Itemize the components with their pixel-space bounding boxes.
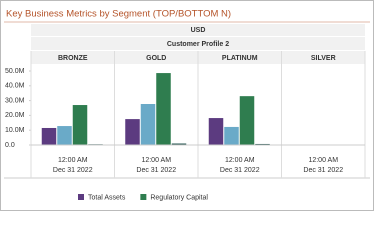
x-tick-label: 12:00 AM: [308, 157, 338, 164]
bar: [57, 126, 72, 145]
segment-label: BRONZE: [58, 55, 88, 62]
segment-label: GOLD: [146, 55, 166, 62]
x-tick-label: Dec 31 2022: [303, 167, 343, 174]
currency-header: USD: [191, 27, 206, 34]
bar: [239, 96, 255, 145]
x-tick-label: 12:00 AM: [225, 157, 255, 164]
chart-title: Key Business Metrics by Segment (TOP/BOT…: [6, 9, 231, 20]
x-tick-label: Dec 31 2022: [136, 167, 176, 174]
legend-label: Total Assets: [88, 194, 126, 201]
y-tick-label: 10.0M: [5, 127, 25, 134]
x-tick-label: 12:00 AM: [141, 157, 171, 164]
group-header: Customer Profile 2: [167, 41, 229, 48]
legend-swatch: [78, 194, 84, 200]
y-tick-label: 0.0: [5, 142, 15, 149]
x-tick-label: 12:00 AM: [58, 157, 88, 164]
x-tick-label: Dec 31 2022: [220, 167, 260, 174]
segment-label: PLATINUM: [222, 55, 258, 62]
y-tick-label: 20.0M: [5, 112, 25, 119]
y-tick-label: 40.0M: [5, 83, 25, 90]
y-tick-label: 30.0M: [5, 97, 25, 104]
header-band: [31, 37, 365, 50]
segment-label: SILVER: [311, 55, 336, 62]
legend-swatch: [140, 194, 147, 200]
chart: Key Business Metrics by Segment (TOP/BOT…: [0, 0, 374, 211]
bar: [171, 143, 187, 145]
header-band: [31, 24, 365, 36]
bar: [125, 119, 140, 145]
bar: [41, 127, 57, 145]
bar: [156, 73, 171, 145]
bar: [140, 104, 156, 145]
x-tick-label: Dec 31 2022: [53, 167, 93, 174]
y-tick-label: 50.0M: [5, 68, 25, 75]
bar: [224, 126, 239, 145]
bar: [255, 143, 270, 145]
bar: [72, 105, 88, 145]
bar: [208, 118, 224, 145]
legend-label: Regulatory Capital: [150, 194, 208, 201]
